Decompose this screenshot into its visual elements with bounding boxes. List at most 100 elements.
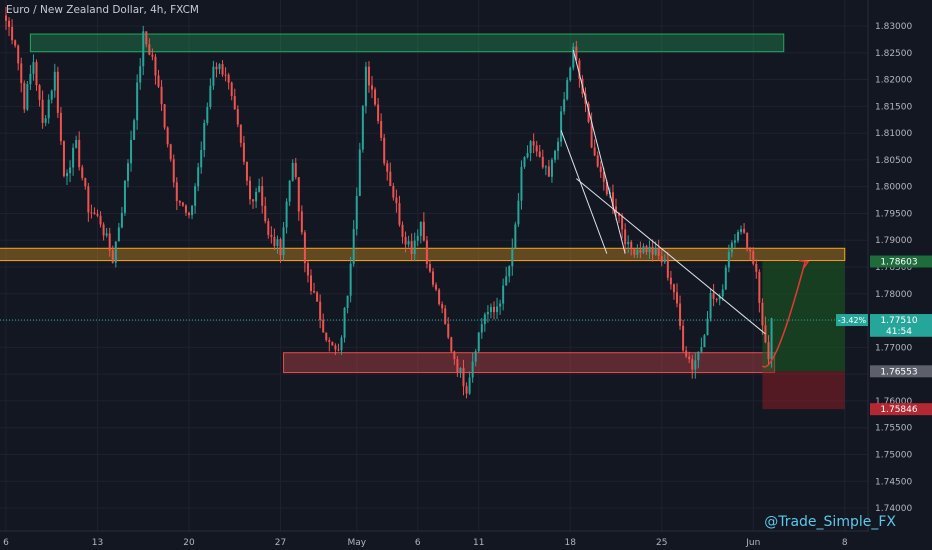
candle-body: [669, 277, 672, 285]
candle-body: [252, 199, 255, 202]
candle-body: [346, 295, 349, 308]
change-badge: -3.42%: [838, 316, 867, 325]
candle-body: [59, 112, 62, 142]
candle-body: [749, 249, 752, 252]
candle-body: [334, 345, 337, 350]
countdown-label-bg: [870, 324, 932, 337]
candle-body: [648, 246, 651, 252]
candle-body: [50, 90, 53, 100]
candle-body: [139, 66, 142, 83]
candle-body: [672, 284, 675, 293]
zones-layer: [0, 33, 846, 374]
y-tick-label: 1.76000: [875, 397, 912, 407]
candle-body: [520, 166, 523, 201]
trendline: [560, 130, 608, 254]
candle-body: [706, 318, 709, 336]
y-tick-label: 1.74000: [875, 504, 912, 514]
candle-body: [480, 324, 483, 333]
candle-body: [23, 83, 26, 110]
projection-arrowhead: [799, 259, 810, 270]
candle-body: [56, 71, 59, 113]
candle-body: [258, 185, 261, 192]
pivot-zone: [0, 247, 846, 262]
entry-price-label: 1.76553: [880, 367, 917, 377]
candle-body: [291, 162, 294, 181]
candle-body: [703, 335, 706, 348]
candle-body: [374, 89, 377, 105]
position-tool[interactable]: [762, 261, 845, 410]
candle-body: [358, 149, 361, 197]
candle-body: [136, 82, 139, 121]
candle-body: [538, 151, 541, 157]
candle-body: [255, 191, 258, 202]
candle-body: [352, 229, 355, 264]
candle-body: [761, 302, 764, 326]
candle-body: [38, 85, 41, 100]
candle-body: [645, 246, 648, 252]
candle-body: [450, 337, 453, 352]
candle-body: [303, 232, 306, 264]
candle-body: [377, 104, 380, 122]
candle-body: [550, 159, 553, 177]
candle-body: [611, 192, 614, 207]
candle-body: [752, 251, 755, 264]
candle-body: [236, 109, 239, 125]
candle-body: [72, 147, 75, 168]
candle-body: [242, 142, 245, 162]
candle-body: [462, 367, 465, 387]
candle-body: [547, 166, 550, 177]
candle-body: [560, 111, 563, 142]
candle-body: [111, 250, 114, 263]
candle-body: [392, 185, 395, 198]
candle-body: [386, 163, 389, 172]
candle-body: [325, 332, 328, 341]
candle-body: [496, 306, 499, 313]
candle-body: [41, 99, 44, 123]
candle-body: [20, 63, 23, 84]
candle-body: [120, 212, 123, 228]
candle-body: [306, 263, 309, 276]
watermark-text: @Trade_Simple_FX: [764, 514, 896, 530]
candle-body: [419, 221, 422, 236]
candle-body: [212, 66, 215, 86]
target-price-label: 1.78603: [880, 258, 917, 268]
support-zone: [283, 352, 776, 374]
candle-body: [157, 75, 160, 87]
candle-body: [123, 180, 126, 213]
candle-body: [770, 318, 773, 360]
candle-body: [53, 71, 56, 91]
stop-price-label-bg: [870, 403, 932, 416]
candle-body: [511, 247, 514, 267]
last-price-label-bg: [870, 314, 932, 327]
trendline: [572, 49, 626, 254]
y-tick-label: 1.78000: [875, 290, 912, 300]
candle-body: [471, 361, 474, 378]
candle-body: [133, 120, 136, 140]
candle-body: [200, 150, 203, 168]
candle-body: [602, 171, 605, 182]
candle-body: [535, 145, 538, 152]
candle-body: [474, 351, 477, 362]
candle-body: [75, 139, 78, 148]
candle-body: [425, 240, 428, 265]
candle-body: [529, 141, 532, 154]
candle-body: [563, 99, 566, 112]
candle-body: [282, 227, 285, 256]
candle-body: [505, 276, 508, 286]
candle-body: [435, 284, 438, 290]
resistance-zone: [29, 33, 785, 53]
y-tick-label: 1.74500: [875, 477, 912, 487]
candle-body: [203, 123, 206, 151]
candle-body: [489, 306, 492, 312]
candle-body: [44, 118, 47, 123]
candle-body: [108, 233, 111, 251]
candle-body: [724, 267, 727, 290]
candle-body: [154, 56, 157, 76]
candle-body: [413, 240, 416, 255]
candle-body: [642, 246, 645, 253]
x-tick-label: 18: [565, 538, 577, 548]
candle-body: [639, 249, 642, 253]
candle-body: [14, 40, 17, 46]
time-axis[interactable]: 6 13 20 27 May 6 11 18 25 Jun 8: [0, 530, 869, 548]
